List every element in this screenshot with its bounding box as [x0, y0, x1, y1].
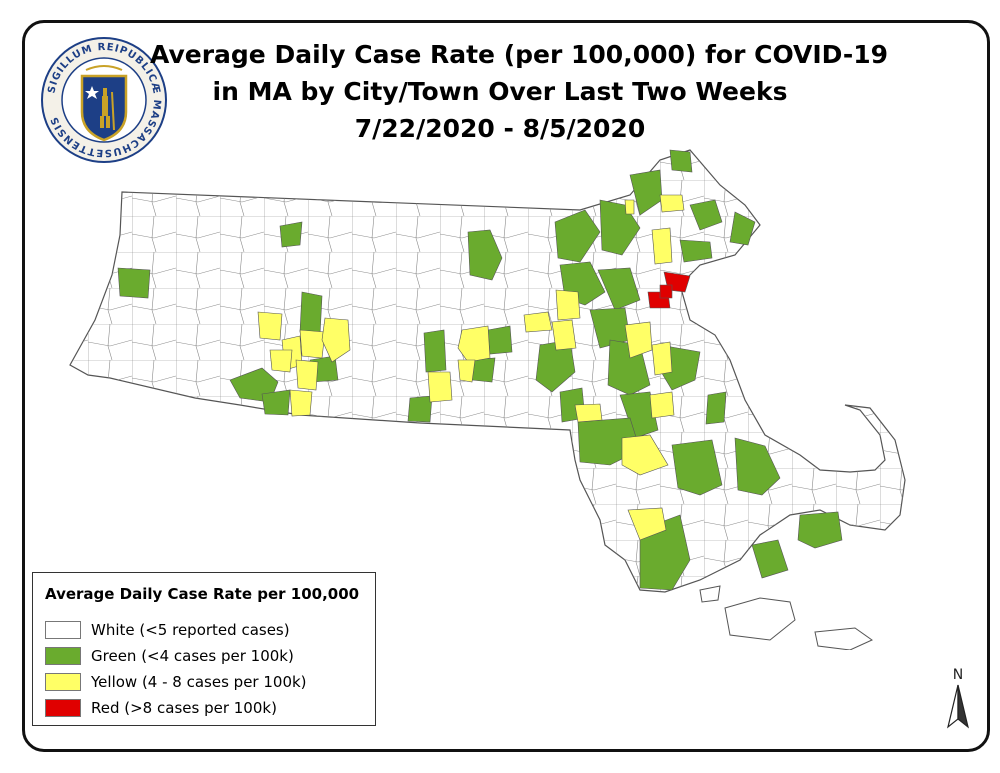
- title-line-2: in MA by City/Town Over Last Two Weeks: [212, 77, 788, 106]
- legend-item-red: Red (>8 cases per 100k): [45, 697, 277, 719]
- yellow-towns: [257, 194, 685, 541]
- legend-swatch-white: [45, 621, 81, 639]
- red-towns: [647, 271, 691, 309]
- legend: Average Daily Case Rate per 100,000 Whit…: [32, 572, 376, 726]
- massachusetts-seal: SIGILLUM REIPUBLICÆ MASSACHUSETTENSIS: [41, 37, 167, 163]
- legend-title: Average Daily Case Rate per 100,000: [45, 585, 360, 603]
- legend-swatch-green: [45, 647, 81, 665]
- nantucket: [814, 627, 874, 650]
- massachusetts-map: [69, 149, 906, 650]
- title-line-3: 7/22/2020 - 8/5/2020: [354, 114, 646, 143]
- legend-swatch-red: [45, 699, 81, 717]
- legend-item-green: Green (<4 cases per 100k): [45, 645, 294, 667]
- north-label: N: [953, 667, 963, 683]
- marthas-vineyard: [724, 597, 796, 641]
- elizabeth-islands: [699, 585, 721, 603]
- legend-label-yellow: Yellow (4 - 8 cases per 100k): [91, 673, 307, 691]
- legend-label-white: White (<5 reported cases): [91, 621, 290, 639]
- green-towns: [117, 149, 843, 591]
- legend-label-red: Red (>8 cases per 100k): [91, 699, 277, 717]
- legend-swatch-yellow: [45, 673, 81, 691]
- islands: [699, 585, 874, 650]
- legend-label-green: Green (<4 cases per 100k): [91, 647, 294, 665]
- legend-item-yellow: Yellow (4 - 8 cases per 100k): [45, 671, 307, 693]
- legend-item-white: White (<5 reported cases): [45, 619, 290, 641]
- map-title: Average Daily Case Rate (per 100,000) fo…: [150, 36, 889, 147]
- title-line-1: Average Daily Case Rate (per 100,000) fo…: [150, 40, 889, 69]
- north-arrow-icon: N: [947, 667, 969, 729]
